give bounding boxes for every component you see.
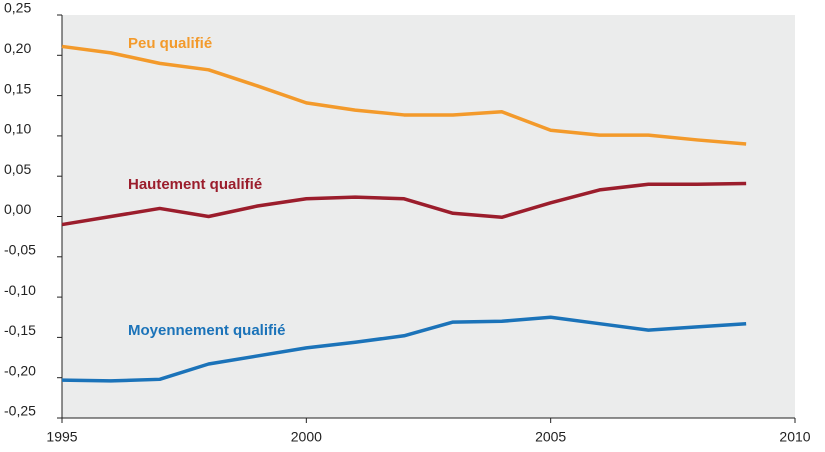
x-tick-label: 2000: [291, 429, 322, 445]
x-tick-label: 2010: [779, 429, 810, 445]
series-line: [61, 181, 747, 227]
series-line: [61, 315, 747, 383]
y-tick-label: 0,20: [4, 40, 31, 56]
y-tick-label: 0,25: [4, 0, 31, 16]
series-label: Hautement qualifié: [128, 176, 262, 193]
y-tick-label: -0,05: [4, 242, 36, 258]
y-tick-label: 0,15: [4, 80, 31, 96]
y-tick-label: 0,10: [4, 121, 31, 137]
y-tick-label: -0,20: [4, 362, 36, 378]
series-label: Moyennement qualifié: [128, 322, 286, 339]
x-tick-label: 2005: [535, 429, 566, 445]
y-tick-label: 0,00: [4, 201, 31, 217]
y-tick-label: -0,25: [4, 403, 36, 419]
y-tick-label: -0,15: [4, 322, 36, 338]
x-tick-label: 1995: [46, 429, 77, 445]
y-tick-label: 0,05: [4, 161, 31, 177]
plot-area: [62, 15, 795, 418]
series-line: [61, 44, 747, 146]
series-label: Peu qualifié: [128, 35, 212, 52]
y-tick-label: -0,10: [4, 282, 36, 298]
